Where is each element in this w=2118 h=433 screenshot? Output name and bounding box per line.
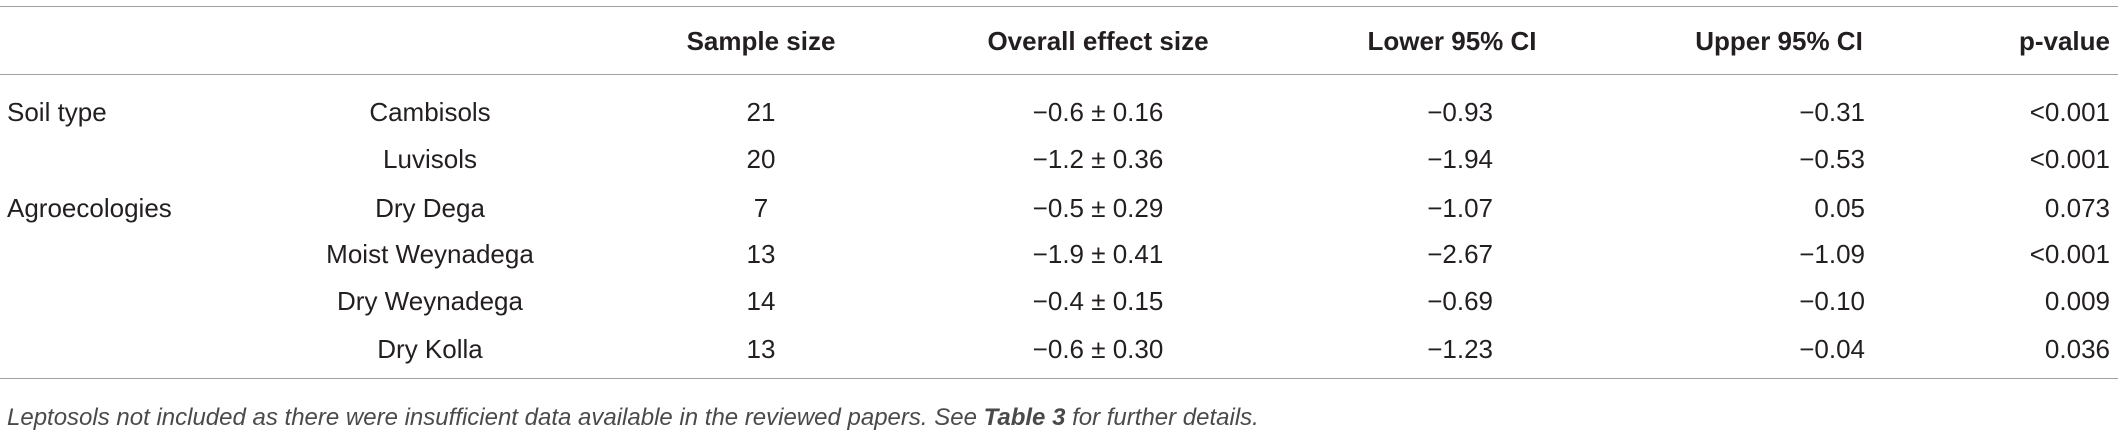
sample-size: 13 (746, 239, 776, 269)
row-label: Moist Weynadega (326, 239, 534, 269)
footnote: Leptosols not included as there were ins… (7, 404, 1259, 432)
sample-size: 7 (753, 193, 769, 223)
column-header: Overall effect size (987, 26, 1209, 56)
lower-ci: −0.69 (1427, 286, 1493, 316)
lower-ci: −1.23 (1427, 334, 1493, 364)
p-value: <0.001 (2029, 239, 2110, 269)
footnote-reference: Table 3 (983, 404, 1066, 431)
sample-size: 14 (746, 286, 776, 316)
lower-ci: −0.93 (1427, 97, 1493, 127)
column-header: p-value (2018, 26, 2110, 56)
p-value: 0.009 (2044, 286, 2110, 316)
row-label: Luvisols (383, 144, 477, 174)
upper-ci: −1.09 (1799, 239, 1865, 269)
lower-ci: −1.07 (1427, 193, 1493, 223)
effect-size: −1.9 ± 0.41 (1032, 239, 1164, 269)
column-header: Lower 95% CI (1367, 26, 1537, 56)
upper-ci: −0.04 (1799, 334, 1865, 364)
sample-size: 20 (746, 144, 776, 174)
upper-ci: −0.53 (1799, 144, 1865, 174)
header-rule (0, 74, 2118, 75)
top-rule (0, 6, 2118, 7)
sample-size: 21 (746, 97, 776, 127)
row-label: Cambisols (369, 97, 491, 127)
row-label: Dry Dega (375, 193, 485, 223)
effect-size: −0.6 ± 0.16 (1032, 97, 1164, 127)
p-value: 0.036 (2044, 334, 2110, 364)
upper-ci: 0.05 (1814, 193, 1865, 223)
effect-size: −0.4 ± 0.15 (1032, 286, 1164, 316)
p-value: <0.001 (2029, 144, 2110, 174)
sample-size: 13 (746, 334, 776, 364)
footnote-text: for further details. (1065, 404, 1259, 431)
bottom-rule (0, 378, 2118, 379)
p-value: <0.001 (2029, 97, 2110, 127)
effect-size: −0.6 ± 0.30 (1032, 334, 1164, 364)
column-header: Upper 95% CI (1695, 26, 1863, 56)
group-label: Agroecologies (7, 193, 172, 223)
effect-size: −1.2 ± 0.36 (1032, 144, 1164, 174)
column-header: Sample size (686, 26, 836, 56)
p-value: 0.073 (2044, 193, 2110, 223)
effect-size: −0.5 ± 0.29 (1032, 193, 1164, 223)
upper-ci: −0.31 (1799, 97, 1865, 127)
lower-ci: −2.67 (1427, 239, 1493, 269)
row-label: Dry Weynadega (337, 286, 523, 316)
upper-ci: −0.10 (1799, 286, 1865, 316)
group-label: Soil type (7, 97, 107, 127)
footnote-text: Leptosols not included as there were ins… (7, 404, 984, 431)
lower-ci: −1.94 (1427, 144, 1493, 174)
row-label: Dry Kolla (377, 334, 483, 364)
